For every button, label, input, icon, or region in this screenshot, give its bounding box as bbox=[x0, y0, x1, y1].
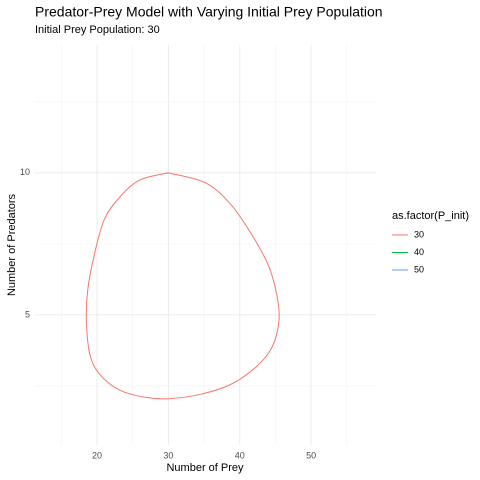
chart-subtitle: Initial Prey Population: 30 bbox=[35, 24, 160, 36]
legend-title: as.factor(P_init) bbox=[392, 210, 469, 222]
trajectory bbox=[85, 172, 280, 400]
legend-label: 30 bbox=[414, 229, 424, 239]
y-tick-label: 10 bbox=[20, 167, 30, 177]
x-tick-label: 40 bbox=[235, 450, 245, 460]
x-tick-label: 30 bbox=[163, 450, 173, 460]
chart-title: Predator-Prey Model with Varying Initial… bbox=[35, 4, 383, 20]
x-axis-title: Number of Prey bbox=[166, 462, 244, 474]
legend-label: 40 bbox=[414, 247, 424, 257]
x-tick-label: 20 bbox=[92, 450, 102, 460]
y-tick-label: 5 bbox=[25, 309, 30, 319]
x-tick-label: 50 bbox=[306, 450, 316, 460]
legend-label: 50 bbox=[414, 264, 424, 274]
y-axis-title: Number of Predators bbox=[6, 193, 18, 296]
